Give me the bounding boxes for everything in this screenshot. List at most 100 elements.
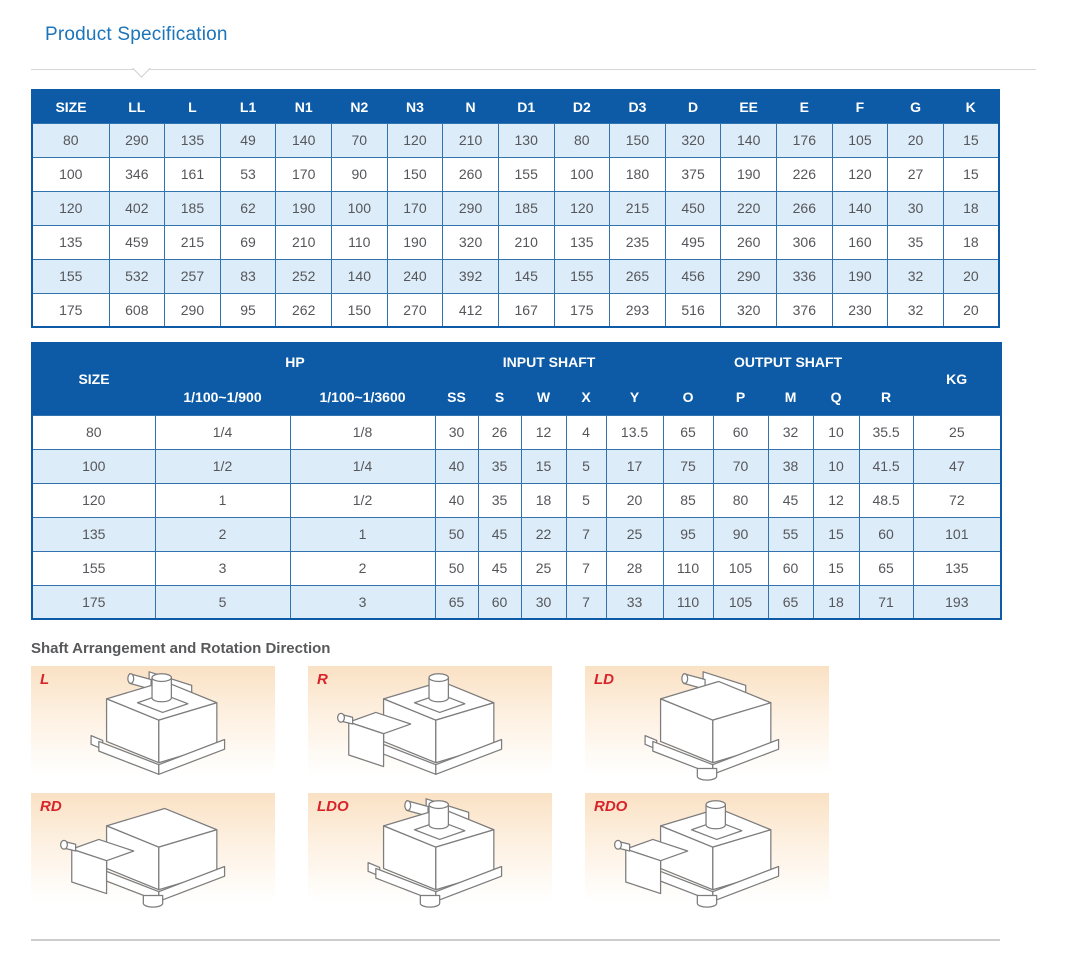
value-cell: 135 bbox=[164, 122, 221, 158]
value-cell: 210 bbox=[275, 224, 332, 260]
diagram-label: R bbox=[317, 671, 328, 688]
table-row: 135 459 215 69 210 110 190 320 210 135 235 495 260 30… bbox=[31, 224, 1000, 260]
input-shaft-end bbox=[337, 712, 346, 723]
input-shaft-end bbox=[127, 673, 135, 685]
column-header: S bbox=[478, 379, 522, 415]
value-cell: 10 bbox=[812, 414, 860, 450]
input-shaft-end bbox=[614, 839, 623, 850]
value-cell: 17 bbox=[605, 448, 664, 484]
value-cell: 15 bbox=[520, 448, 567, 484]
value-cell: 20 bbox=[887, 122, 944, 158]
value-cell: 140 bbox=[275, 122, 332, 158]
value-cell: 65 bbox=[434, 584, 479, 620]
output-shaft-down bbox=[696, 894, 718, 908]
table-row: 100 1/2 1/4 40 35 15 5 17 75 70 38 10 41.5 47 bbox=[31, 448, 1002, 484]
power-table-body: 80 1/4 1/8 30 26 12 4 13.5 65 60 32 10 35.5 25 100 1/2 1… bbox=[31, 414, 1002, 620]
value-cell: 516 bbox=[664, 292, 722, 328]
value-cell: 15 bbox=[812, 516, 860, 552]
value-cell: 105 bbox=[712, 550, 769, 586]
value-cell: 167 bbox=[497, 292, 555, 328]
table-row: 120 1 1/2 40 35 18 5 20 85 80 45 12 48.5 72 bbox=[31, 482, 1002, 518]
base-rail-right bbox=[158, 738, 226, 775]
value-cell: 175 bbox=[553, 292, 611, 328]
value-cell: 270 bbox=[386, 292, 444, 328]
value-cell: 193 bbox=[912, 584, 1002, 620]
value-cell: 18 bbox=[812, 584, 860, 620]
value-cell: 69 bbox=[219, 224, 277, 260]
column-header: P bbox=[713, 379, 769, 415]
column-header: SS bbox=[435, 379, 479, 415]
output-shaft-body bbox=[151, 676, 173, 703]
value-cell: 65 bbox=[858, 550, 914, 586]
diagram-label: RD bbox=[40, 798, 62, 815]
column-header: 1/100~1/3600 bbox=[290, 379, 436, 415]
value-cell: 12 bbox=[520, 414, 567, 450]
output-shaft-top bbox=[428, 800, 450, 810]
value-cell: 2 bbox=[154, 516, 291, 552]
size-cell: 80 bbox=[31, 122, 110, 158]
output-shaft-top bbox=[705, 800, 727, 810]
base-rail-right bbox=[435, 738, 503, 775]
shaft-diagram-L: L bbox=[31, 666, 275, 784]
value-cell: 90 bbox=[712, 516, 769, 552]
value-cell: 72 bbox=[912, 482, 1002, 518]
value-cell: 135 bbox=[553, 224, 611, 260]
value-cell: 130 bbox=[497, 122, 555, 158]
value-cell: 110 bbox=[662, 584, 714, 620]
value-cell: 160 bbox=[831, 224, 889, 260]
column-header: E bbox=[776, 90, 833, 123]
value-cell: 190 bbox=[386, 224, 444, 260]
value-cell: 20 bbox=[942, 292, 1000, 328]
value-cell: 80 bbox=[553, 122, 611, 158]
value-cell: 38 bbox=[767, 448, 814, 484]
value-cell: 45 bbox=[477, 516, 522, 552]
bottom-divider bbox=[31, 939, 1000, 941]
value-cell: 7 bbox=[565, 584, 607, 620]
value-cell: 155 bbox=[497, 156, 555, 192]
column-header-size: SIZE bbox=[32, 343, 155, 415]
diagram-label: LDO bbox=[317, 798, 349, 815]
value-cell: 7 bbox=[565, 516, 607, 552]
table-group-header-row: SIZE HP INPUT SHAFT OUTPUT SHAFT KG bbox=[32, 343, 1002, 415]
column-header: D2 bbox=[554, 90, 610, 123]
column-header: Y bbox=[606, 379, 664, 415]
size-cell: 100 bbox=[31, 156, 110, 192]
value-cell: 49 bbox=[219, 122, 277, 158]
gearbox-illustration bbox=[60, 807, 226, 908]
column-header: L bbox=[164, 90, 221, 123]
shaft-diagram-grid: L R LD RD LDO RDO bbox=[31, 666, 1031, 911]
value-cell: 10 bbox=[812, 448, 860, 484]
value-cell: 306 bbox=[776, 224, 833, 260]
motor-front-face bbox=[71, 848, 108, 895]
output-shaft-down bbox=[419, 894, 441, 908]
value-cell: 85 bbox=[662, 482, 714, 518]
table-row: 100 346 161 53 170 90 150 260 155 100 180 375 190 226… bbox=[31, 156, 1000, 192]
table-row: 155 532 257 83 252 140 240 392 145 155 265 456 290 33… bbox=[31, 258, 1000, 294]
value-cell: 220 bbox=[720, 190, 777, 226]
output-shaft-body bbox=[428, 803, 450, 830]
value-cell: 32 bbox=[767, 414, 814, 450]
value-cell: 150 bbox=[386, 156, 444, 192]
value-cell: 12 bbox=[812, 482, 860, 518]
input-shaft-end bbox=[404, 800, 412, 812]
value-cell: 376 bbox=[776, 292, 833, 328]
gearbox-illustration bbox=[337, 673, 503, 775]
value-cell: 135 bbox=[912, 550, 1002, 586]
value-cell: 120 bbox=[553, 190, 611, 226]
value-cell: 260 bbox=[442, 156, 499, 192]
column-header: D1 bbox=[498, 90, 554, 123]
value-cell: 145 bbox=[497, 258, 555, 294]
value-cell: 33 bbox=[605, 584, 664, 620]
size-cell: 120 bbox=[31, 482, 156, 518]
value-cell: 210 bbox=[497, 224, 555, 260]
value-cell: 25 bbox=[520, 550, 567, 586]
column-header: F bbox=[832, 90, 888, 123]
column-header: X bbox=[566, 379, 607, 415]
value-cell: 110 bbox=[331, 224, 388, 260]
value-cell: 257 bbox=[164, 258, 221, 294]
value-cell: 1/4 bbox=[154, 414, 291, 450]
value-cell: 55 bbox=[767, 516, 814, 552]
value-cell: 240 bbox=[386, 258, 444, 294]
value-cell: 262 bbox=[275, 292, 332, 328]
column-header: N bbox=[442, 90, 499, 123]
